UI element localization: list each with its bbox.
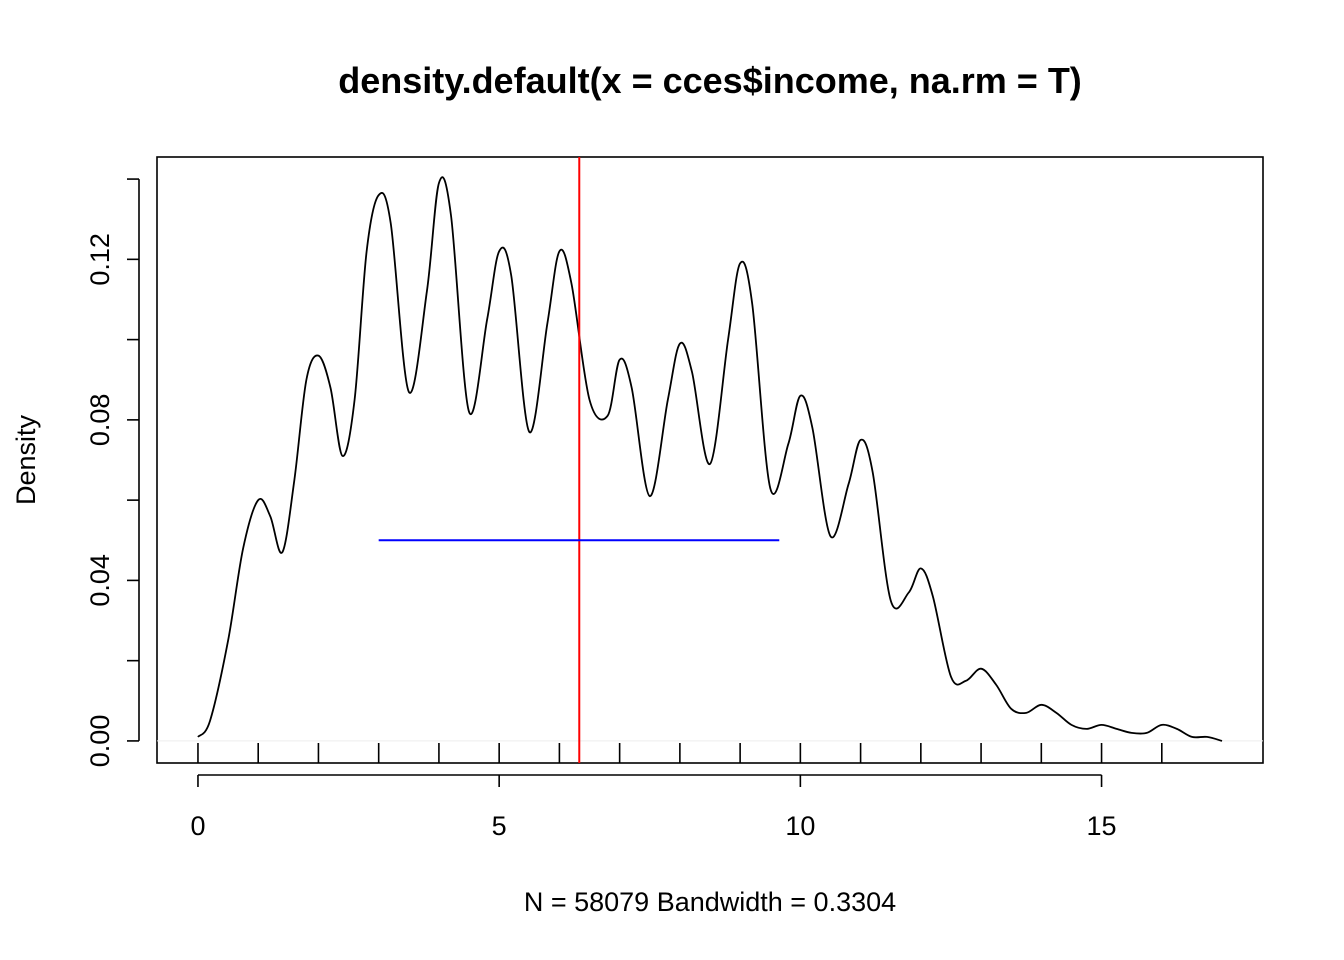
y-tick-label: 0.08 <box>85 394 115 447</box>
x-tick-label: 0 <box>190 811 205 841</box>
plot-area <box>157 157 1263 763</box>
y-tick-label: 0.12 <box>85 233 115 286</box>
y-tick-label: 0.00 <box>85 715 115 768</box>
x-axis-label: N = 58079 Bandwidth = 0.3304 <box>524 887 896 917</box>
x-axis: 0 5 10 15 <box>190 743 1163 841</box>
y-axis-label: Density <box>11 414 41 505</box>
x-tick-label: 15 <box>1087 811 1117 841</box>
density-curve <box>197 176 1223 742</box>
x-tick-label: 10 <box>785 811 815 841</box>
y-axis: 0.00 0.04 0.08 0.12 <box>85 178 140 768</box>
y-tick-label: 0.04 <box>85 554 115 607</box>
plot-frame <box>156 156 1264 764</box>
chart-title: density.default(x = cces$income, na.rm =… <box>338 60 1082 101</box>
x-tick-label: 5 <box>492 811 507 841</box>
